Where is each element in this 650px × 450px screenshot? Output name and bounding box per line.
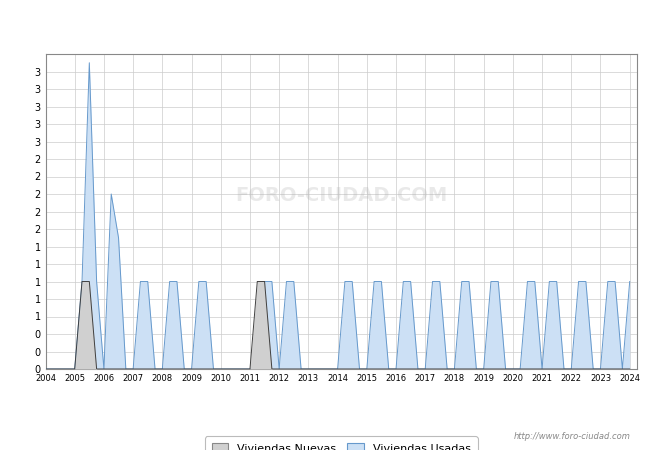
Legend: Viviendas Nuevas, Viviendas Usadas: Viviendas Nuevas, Viviendas Usadas bbox=[205, 436, 478, 450]
Text: Tarroja de Segarra - Evolucion del Nº de Transacciones Inmobiliarias: Tarroja de Segarra - Evolucion del Nº de… bbox=[99, 15, 551, 28]
Text: http://www.foro-ciudad.com: http://www.foro-ciudad.com bbox=[514, 432, 630, 441]
Text: FORO-CIUDAD.COM: FORO-CIUDAD.COM bbox=[235, 186, 447, 205]
